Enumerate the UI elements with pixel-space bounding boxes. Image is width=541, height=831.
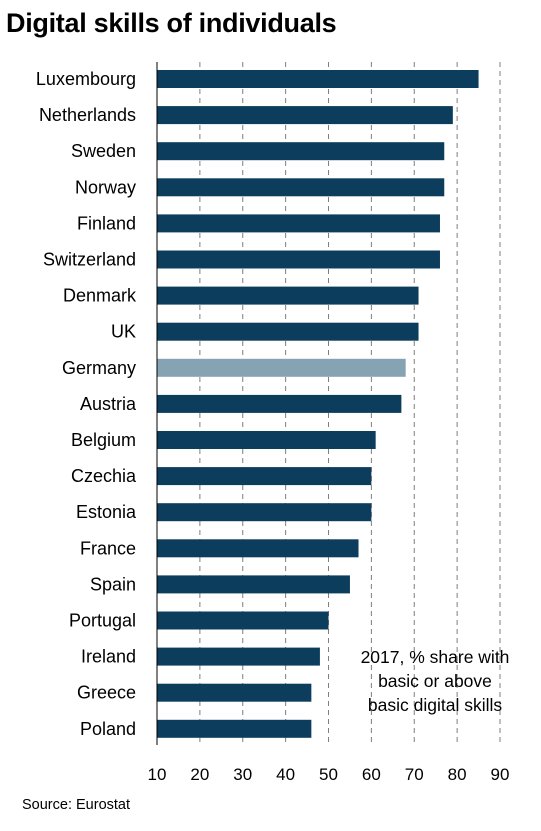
category-label: Ireland: [81, 647, 136, 667]
category-label: Spain: [90, 574, 136, 594]
category-label: Switzerland: [43, 250, 136, 270]
x-tick-label: 40: [276, 765, 295, 784]
bar-belgium: [157, 431, 376, 449]
category-label: Germany: [62, 358, 136, 378]
bar-austria: [157, 394, 402, 413]
bar-switzerland: [157, 250, 440, 269]
x-tick-label: 10: [148, 765, 167, 784]
annotation-line: basic digital skills: [367, 695, 503, 715]
category-label: Netherlands: [39, 105, 136, 125]
category-label: UK: [111, 322, 136, 342]
bar-finland: [157, 214, 440, 233]
x-tick-label: 20: [190, 765, 209, 784]
bar-czechia: [157, 467, 372, 486]
bar-denmark: [157, 286, 419, 305]
category-label: Austria: [80, 394, 137, 414]
bar-estonia: [157, 503, 372, 522]
category-label: Denmark: [63, 286, 137, 306]
category-label: Finland: [77, 213, 136, 233]
bar-uk: [157, 322, 419, 341]
category-label: Greece: [77, 683, 136, 703]
chart-title: Digital skills of individuals: [6, 8, 337, 38]
category-label: Czechia: [71, 466, 137, 486]
category-label: Sweden: [71, 141, 136, 161]
bar-netherlands: [157, 106, 453, 125]
category-label: Belgium: [71, 430, 136, 450]
x-tick-label: 30: [233, 765, 252, 784]
bar-france: [157, 539, 359, 558]
bars: [157, 70, 479, 738]
x-tick-label: 90: [491, 765, 510, 784]
category-label: Poland: [80, 719, 136, 739]
category-labels: Luxembourg Netherlands Sweden Norway Finland…: [36, 69, 137, 739]
bar-luxembourg: [157, 70, 479, 88]
category-label: Luxembourg: [36, 69, 136, 89]
annotation-line: basic or above: [378, 671, 492, 691]
bar-ireland: [157, 647, 320, 666]
bar-norway: [157, 178, 445, 197]
bar-germany: [157, 358, 406, 377]
annotation-line: 2017, % share with: [360, 647, 510, 667]
bar-poland: [157, 719, 312, 738]
bar-portugal: [157, 611, 329, 630]
bar-sweden: [157, 142, 445, 161]
x-tick-label: 50: [319, 765, 338, 784]
x-tick-label: 80: [448, 765, 467, 784]
x-axis: 10 20 30 40 50 60 70 80 90: [148, 62, 510, 784]
bar-spain: [157, 575, 350, 594]
grid-lines: [199, 62, 501, 745]
category-label: Estonia: [76, 502, 137, 522]
source-note: Source: Eurostat: [22, 797, 130, 813]
category-label: France: [80, 538, 136, 558]
category-label: Portugal: [69, 611, 136, 631]
bar-greece: [157, 683, 312, 702]
category-label: Norway: [75, 177, 136, 197]
x-tick-label: 70: [405, 765, 424, 784]
x-tick-label: 60: [362, 765, 381, 784]
chart-annotation: 2017, % share with basic or above basic …: [335, 645, 535, 717]
